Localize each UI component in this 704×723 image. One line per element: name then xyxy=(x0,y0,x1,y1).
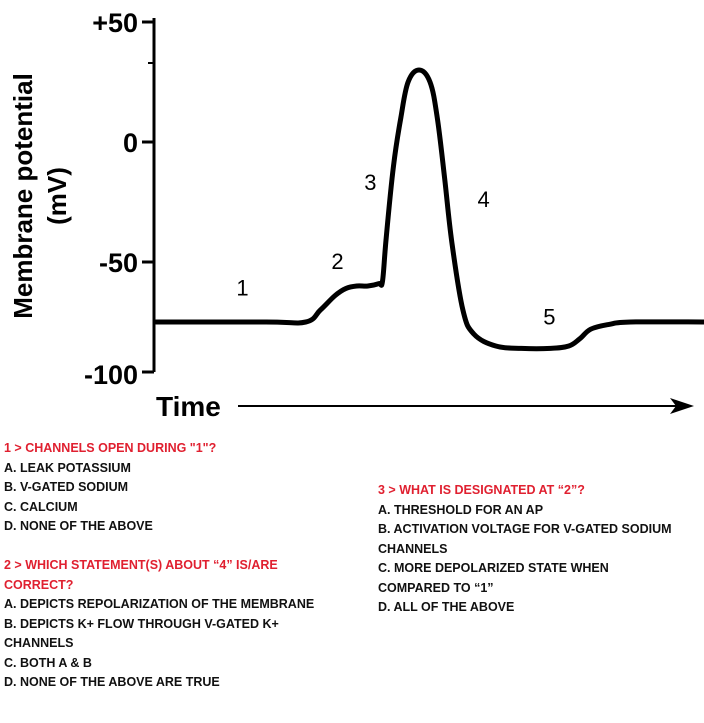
y-axis-title: Membrane potential xyxy=(8,73,38,319)
question-2-option-b: B. DEPICTS K+ FLOW THROUGH V-GATED K+ CH… xyxy=(4,616,279,651)
question-3-option-a: A. THRESHOLD FOR AN AP xyxy=(378,502,544,517)
question-1: 1 > CHANNELS OPEN DURING "1"? A. LEAK PO… xyxy=(4,439,364,537)
question-2-option-a: A. DEPICTS REPOLARIZATION OF THE MEMBRAN… xyxy=(4,597,315,611)
y-axis-units: (mV) xyxy=(42,167,72,225)
y-tick-label-minus50: -50 xyxy=(99,248,138,278)
question-1-option-d: D. NONE OF THE ABOVE xyxy=(4,519,153,533)
question-3-option-d: D. ALL OF THE ABOVE xyxy=(378,600,515,614)
phase-label-5: 5 xyxy=(543,304,555,329)
phase-label-4: 4 xyxy=(478,187,490,212)
action-potential-chart: +50 0 -50 -100 Membrane potential (mV) T… xyxy=(8,8,704,422)
phase-label-2: 2 xyxy=(331,249,343,274)
y-tick-label-50: +50 xyxy=(92,8,138,38)
question-3-option-b: B. ACTIVATION VOLTAGE FOR V-GATED SODIUM… xyxy=(378,522,672,556)
question-3: 3 > WHAT IS DESIGNATED AT “2”? A. THRESH… xyxy=(378,481,678,618)
question-1-option-b: B. V-GATED SODIUM xyxy=(4,480,129,494)
phase-label-1: 1 xyxy=(236,276,248,301)
question-2-option-d: D. NONE OF THE ABOVE ARE TRUE xyxy=(4,675,220,689)
y-tick-label-0: 0 xyxy=(123,128,138,158)
question-1-title: 1 > CHANNELS OPEN DURING "1"? xyxy=(4,441,217,455)
action-potential-curve xyxy=(153,67,704,352)
y-tick-label-minus100: -100 xyxy=(84,360,138,390)
question-3-title: 3 > WHAT IS DESIGNATED AT “2”? xyxy=(378,483,585,497)
question-1-option-c: C. CALCIUM xyxy=(4,499,78,514)
question-1-option-a: A. LEAK POTASSIUM xyxy=(4,460,131,475)
question-2: 2 > WHICH STATEMENT(S) ABOUT “4” IS/ARE … xyxy=(4,556,334,693)
x-axis-title: Time xyxy=(156,391,221,422)
question-2-option-c: C. BOTH A & B xyxy=(4,655,92,670)
question-2-title: 2 > WHICH STATEMENT(S) ABOUT “4” IS/ARE … xyxy=(4,558,278,592)
phase-label-3: 3 xyxy=(364,170,376,195)
time-arrow-head-icon xyxy=(670,398,694,414)
question-3-option-c: C. MORE DEPOLARIZED STATE WHEN COMPARED … xyxy=(378,561,609,595)
